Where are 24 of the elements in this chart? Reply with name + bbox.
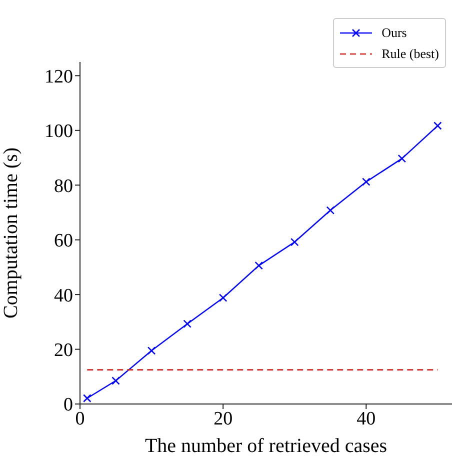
point xyxy=(112,376,120,385)
point xyxy=(326,206,335,214)
legend-label: Ours xyxy=(382,24,407,40)
y-tick-label: 0 xyxy=(64,394,73,416)
x-tick-label: 40 xyxy=(356,408,376,430)
point xyxy=(290,238,299,246)
y-tick-label: 120 xyxy=(44,66,73,88)
x-tick-label: 20 xyxy=(214,408,233,430)
point xyxy=(83,394,92,402)
point xyxy=(254,261,263,270)
point xyxy=(183,320,192,328)
point xyxy=(362,178,370,186)
y-tick-label: 100 xyxy=(44,121,73,142)
y-tick-label: 60 xyxy=(54,230,73,252)
point xyxy=(398,154,406,163)
y-axis-title: Computation time (s) xyxy=(0,147,22,319)
point xyxy=(218,294,228,302)
point xyxy=(434,122,442,130)
y-tick-label: 20 xyxy=(54,340,73,362)
y-tick-label: 40 xyxy=(54,285,73,306)
y-tick-label: 80 xyxy=(54,176,73,197)
point xyxy=(147,346,156,355)
x-axis-title: The number of retrieved cases xyxy=(144,435,388,456)
legend-label: Rule (best) xyxy=(382,46,439,62)
